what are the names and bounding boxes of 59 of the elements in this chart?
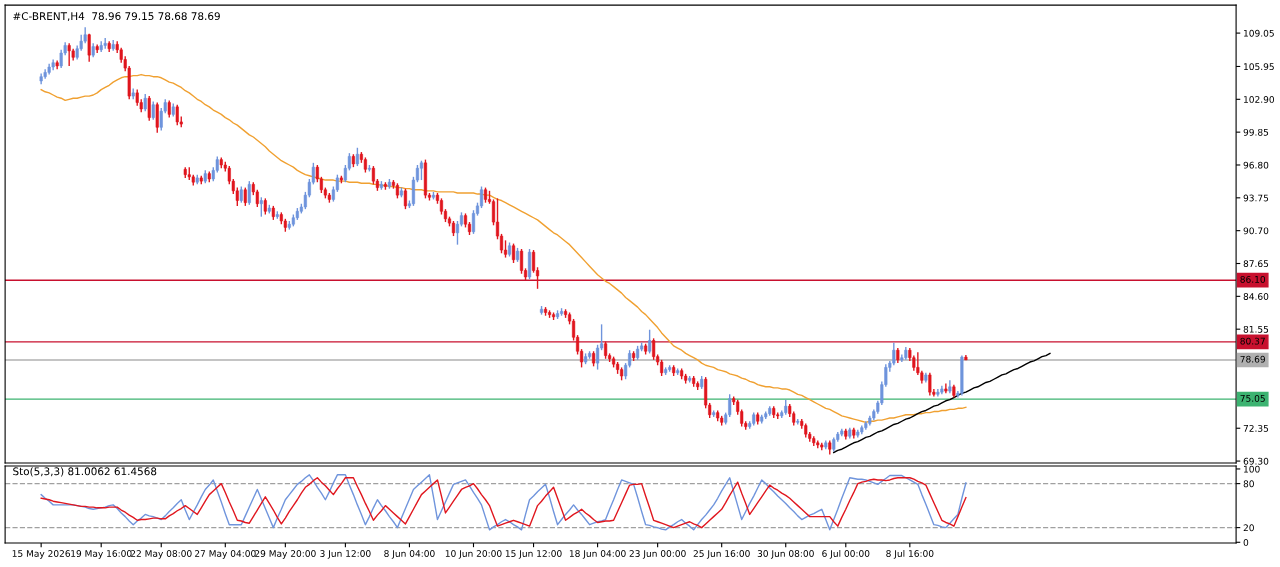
line-series (833, 352, 1051, 454)
x-tick-label: 3 Jun 12:00 (320, 550, 371, 559)
candlestick (151, 100, 155, 121)
candlestick (259, 196, 263, 218)
ref-line-label: 78.69 (1240, 355, 1265, 363)
candlestick (519, 248, 524, 275)
y-tick-label: 109.05 (1244, 29, 1274, 37)
ref-line-label: 86.10 (1240, 275, 1266, 283)
x-tick-label: 15 Jun 12:00 (505, 550, 562, 559)
x-tick-label: 8 Jul 16:00 (886, 549, 934, 559)
y-tick-label: 20 (1243, 524, 1254, 532)
candlestick (155, 101, 159, 134)
candlestick (419, 159, 424, 181)
x-tick-label: 25 Jun 16:00 (693, 550, 750, 559)
line-series (40, 73, 967, 424)
candlestick (531, 249, 536, 274)
candlestick (471, 209, 476, 235)
x-tick-label: 30 Jun 08:00 (757, 550, 814, 559)
y-tick-label: 0 (1243, 539, 1249, 546)
y-tick-label: 81.55 (1243, 325, 1269, 333)
y-tick-label: 96.80 (1243, 161, 1269, 169)
candlestick (87, 32, 91, 63)
y-tick-label: 100 (1244, 465, 1260, 473)
y-tick-label: 72.35 (1243, 424, 1269, 432)
candlestick (928, 372, 932, 397)
x-tick-label: 10 Jun 20:00 (445, 550, 502, 559)
candlestick (247, 180, 251, 206)
y-tick-label: 102.90 (1244, 96, 1275, 103)
y-tick-label: 69.30 (1243, 457, 1269, 465)
y-tick-label: 90.70 (1243, 227, 1269, 235)
x-tick-label: 19 May 16:00 (71, 550, 132, 559)
candlestick (652, 337, 656, 361)
chart-title: Sto(5,3,3) 81.0062 61.4568 (13, 467, 157, 477)
x-tick-label: 18 Jun 04:00 (569, 550, 626, 559)
candlestick (67, 42, 71, 67)
x-tick-label: 29 May 20:00 (255, 550, 316, 559)
ref-line-label: 80.37 (1240, 337, 1265, 345)
x-tick-label: 15 May 2026 (12, 550, 71, 559)
candlestick (648, 329, 652, 355)
x-tick-label: 22 May 08:00 (130, 550, 192, 559)
x-tick-label: 8 Jun 04:00 (384, 550, 435, 559)
candlestick (355, 147, 359, 167)
x-tick-label: 6 Jul 00:00 (822, 549, 870, 559)
candlestick (371, 165, 375, 186)
candlestick (175, 104, 179, 126)
y-tick-label: 80 (1243, 480, 1254, 488)
text: #C-BRENT,H4 78.96 79.15 78.68 78.69 (13, 12, 220, 22)
candlestick (511, 242, 516, 264)
y-tick-label: 105.95 (1244, 63, 1274, 71)
candlestick (147, 95, 151, 122)
y-tick-label: 99.85 (1243, 128, 1269, 136)
candlestick (403, 187, 407, 210)
x-tick-label: 27 May 04:00 (195, 550, 256, 559)
y-tick-label: 84.60 (1243, 293, 1269, 300)
y-tick-label: 93.75 (1243, 194, 1269, 202)
ref-line-label: 75.05 (1240, 394, 1265, 402)
candlestick (243, 186, 247, 207)
x-tick-label: 23 Jun 00:00 (629, 550, 686, 559)
y-tick-label: 87.65 (1243, 260, 1269, 268)
